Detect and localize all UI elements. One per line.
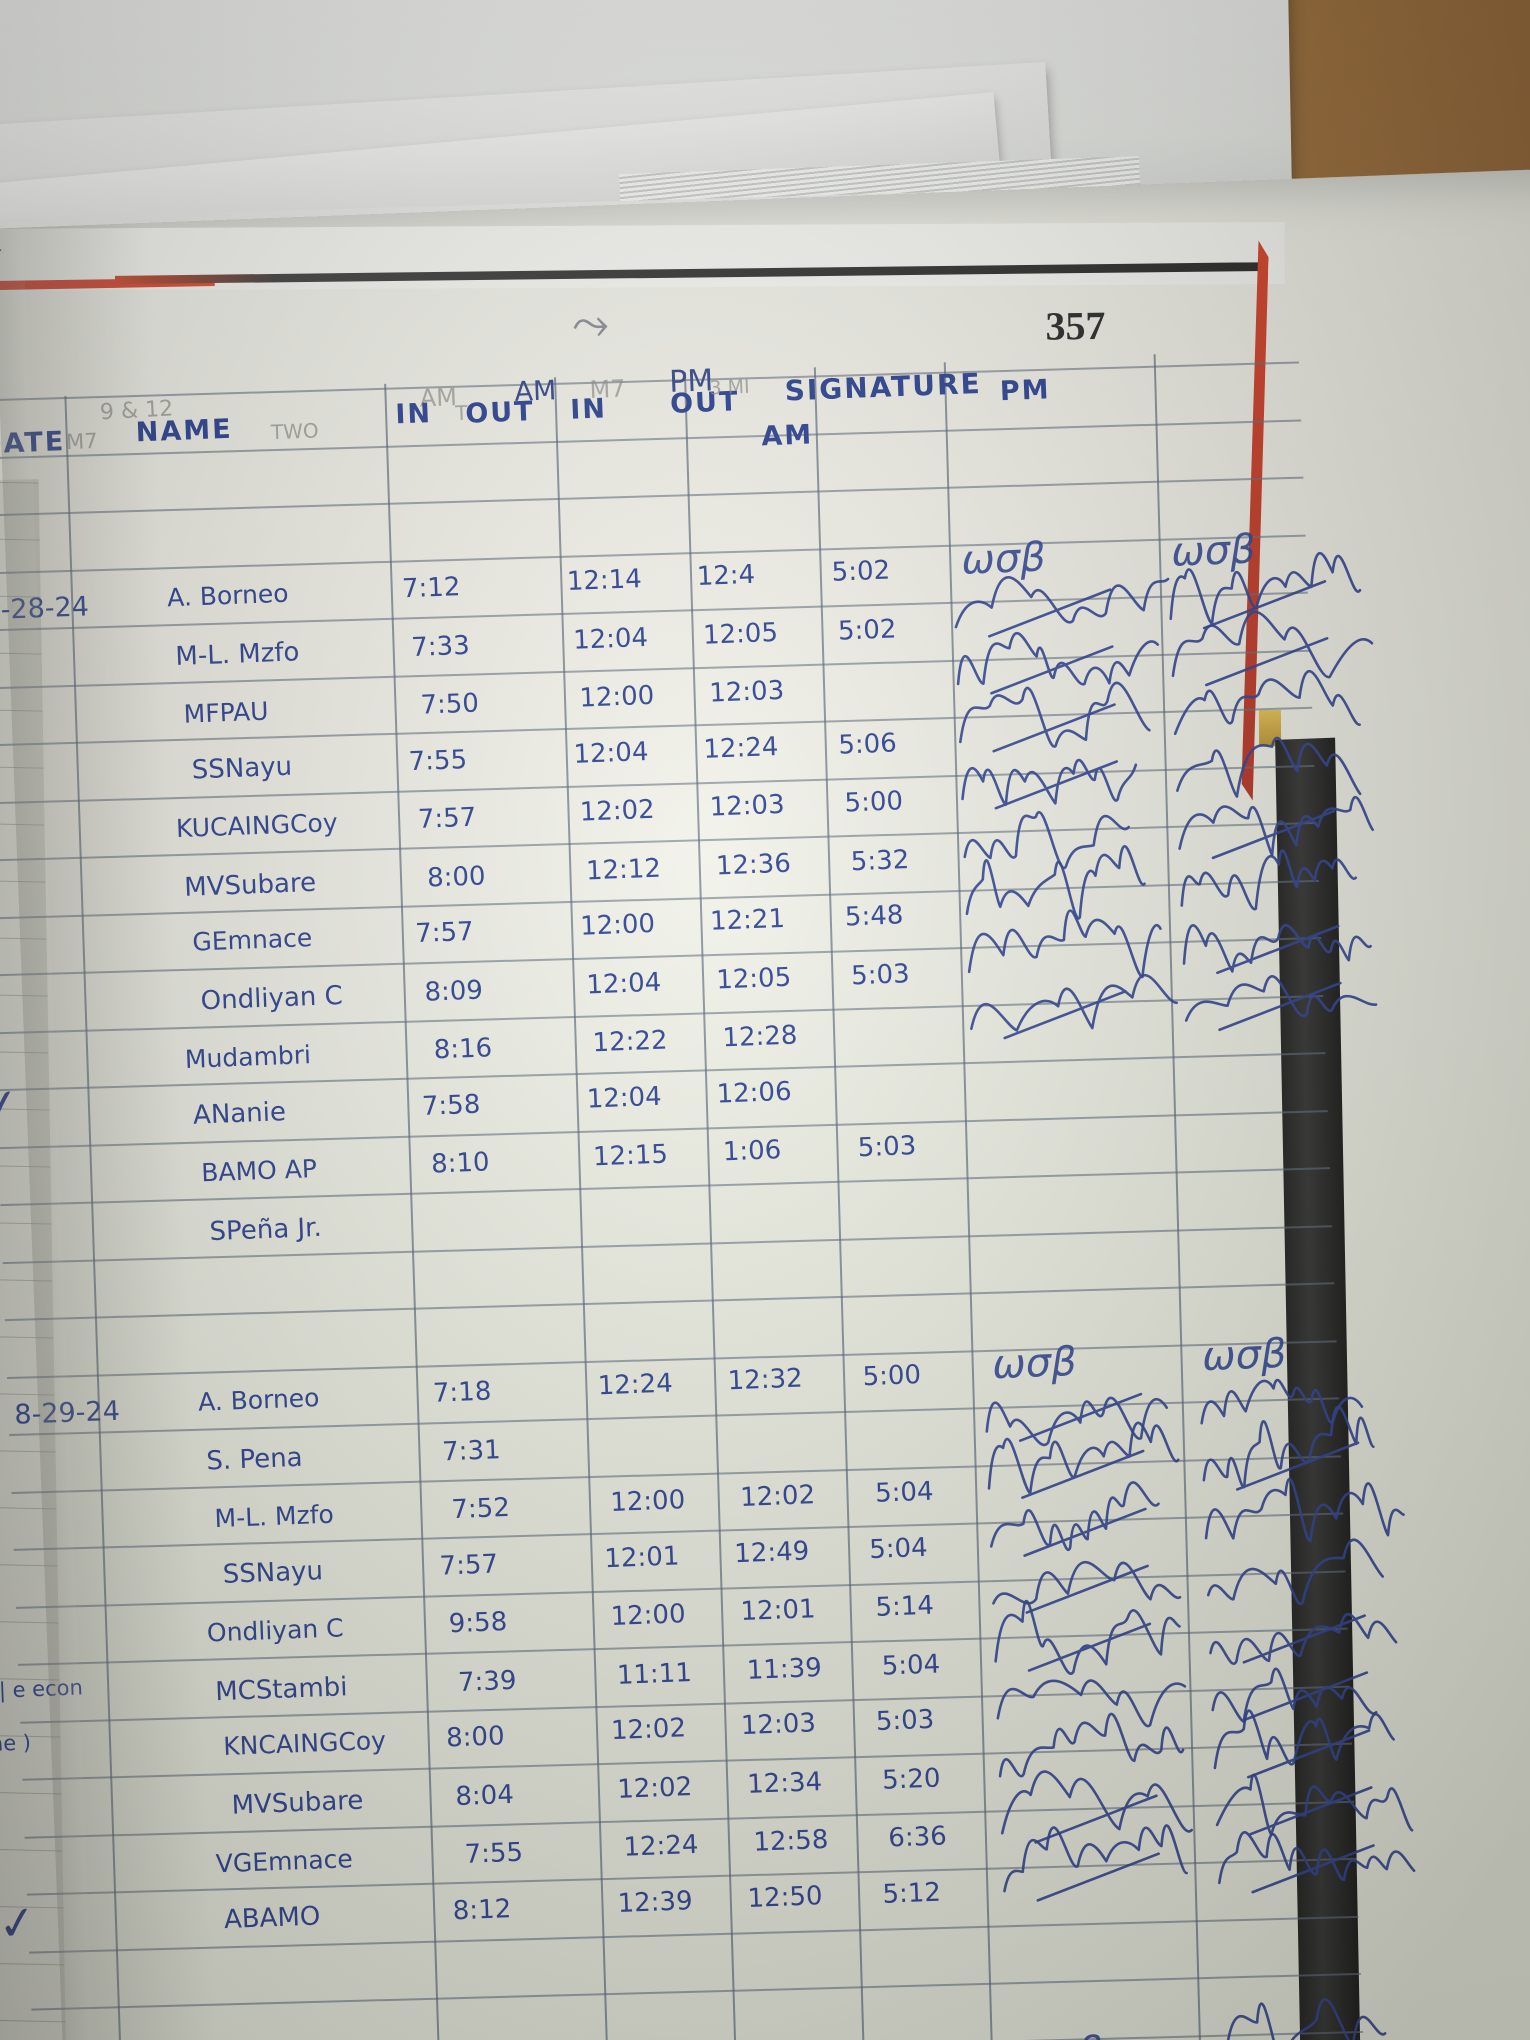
time-out-pm: 5:00 <box>862 1359 922 1393</box>
header-out-pencil: T <box>454 400 469 426</box>
time-out-am: 12:24 <box>622 1829 699 1863</box>
time-out-am: 12:14 <box>566 564 643 597</box>
time-out-am: 12:22 <box>592 1025 669 1059</box>
time-out-am: 12:15 <box>592 1139 669 1173</box>
time-out-am: 12:04 <box>572 622 649 656</box>
time-in-am: 8:09 <box>423 975 484 1008</box>
signature-am: ѡσβ <box>1018 2028 1104 2040</box>
time-in-am: 7:55 <box>464 1837 524 1870</box>
time-out-pm: 5:00 <box>844 786 904 819</box>
time-in-am: 7:52 <box>450 1492 511 1526</box>
time-in-pm: 12:50 <box>746 1880 824 1914</box>
header-sig-pencil: 3 MI <box>709 375 751 400</box>
time-out-pm: 5:04 <box>868 1532 929 1565</box>
time-in-pm: 12:49 <box>733 1535 810 1569</box>
time-out-am: 12:02 <box>616 1771 693 1805</box>
time-out-pm: 6:36 <box>887 1821 948 1854</box>
time-in-am: 7:58 <box>421 1089 481 1122</box>
time-in-pm: 12:06 <box>716 1076 793 1110</box>
time-in-pm: 12:28 <box>721 1020 798 1054</box>
time-out-pm: 5:32 <box>850 844 910 877</box>
time-out-pm: 5:14 <box>874 1590 935 1623</box>
time-in-pm: 12:34 <box>746 1766 823 1800</box>
page-number: 357 <box>1045 302 1106 349</box>
time-in-am: 8:12 <box>452 1893 512 1926</box>
time-in-pm: 12:05 <box>715 962 792 996</box>
time-out-pm: 5:20 <box>881 1763 942 1796</box>
time-out-pm: 5:03 <box>875 1704 935 1737</box>
ledger-book: VERSITY 357 9 & 12AMAMM7PM⤳DATENAMEINOUT… <box>0 166 1530 2040</box>
time-in-pm: 12:01 <box>739 1594 817 1628</box>
time-out-pm: 5:02 <box>837 613 897 647</box>
time-in-am: 9:58 <box>448 1607 508 1640</box>
time-in-am: 8:16 <box>433 1033 493 1066</box>
time-in-am: 7:57 <box>414 916 475 950</box>
time-in-pm: 1:06 <box>722 1135 782 1168</box>
time-out-am: 12:04 <box>572 736 649 770</box>
time-out-am: 12:04 <box>585 967 662 1001</box>
time-in-pm: 12:36 <box>715 848 792 881</box>
time-out-am: 12:02 <box>579 794 656 828</box>
time-in-am: 7:57 <box>417 802 477 835</box>
time-out-pm: 5:04 <box>881 1648 941 1682</box>
time-in-pm: 12:05 <box>702 617 779 651</box>
time-in-am: 7:33 <box>410 630 471 663</box>
time-in-pm: 11:39 <box>746 1652 823 1686</box>
signature-am: ѡσβ <box>960 534 1047 584</box>
time-in-am: 8:04 <box>454 1779 515 1812</box>
time-in-am: 7:39 <box>457 1665 517 1698</box>
time-in-pm: 12:4 <box>696 559 756 592</box>
time-in-pm: 12:32 <box>727 1363 804 1397</box>
time-in-pm: 12:03 <box>740 1708 817 1742</box>
time-out-am: 12:00 <box>579 908 656 942</box>
time-out-am: 12:00 <box>610 1599 687 1633</box>
time-out-am: 12:00 <box>578 680 655 714</box>
time-out-pm: 5:04 <box>874 1476 935 1509</box>
header-sig-am: AM <box>760 419 814 453</box>
time-out-am: 11:11 <box>616 1657 693 1691</box>
time-out-am: 12:12 <box>585 853 662 886</box>
top-pen-doodle: ⤳ <box>570 295 610 351</box>
header-am-in: IN <box>394 398 433 431</box>
time-in-am: 7:31 <box>441 1434 502 1467</box>
time-out-am: 12:02 <box>610 1713 687 1747</box>
header-name-pencil: TWO <box>270 418 320 445</box>
time-in-pm: 12:03 <box>708 675 785 709</box>
time-out-pm: 5:48 <box>844 900 904 933</box>
time-in-am: 7:18 <box>432 1376 492 1409</box>
time-in-pm: 12:24 <box>702 731 779 765</box>
time-out-am: 12:39 <box>617 1885 694 1919</box>
header-sig-pm: PM <box>999 374 1052 408</box>
time-out-am: 12:00 <box>609 1485 686 1518</box>
time-in-am: 7:50 <box>419 688 480 721</box>
time-in-pm: 12:58 <box>752 1824 829 1858</box>
time-in-am: 7:55 <box>408 744 468 777</box>
time-out-pm: 5:12 <box>881 1877 942 1910</box>
time-out-pm: 5:03 <box>850 958 911 991</box>
header-am-out: OUT <box>464 396 536 430</box>
time-out-pm: 5:06 <box>837 727 898 761</box>
time-in-am: 8:00 <box>426 860 487 894</box>
time-in-pm: 12:03 <box>709 789 786 823</box>
time-in-am: 7:57 <box>439 1548 499 1582</box>
time-in-pm: 12:02 <box>739 1480 816 1513</box>
signature-pm: ѡσβ <box>1201 1330 1288 1381</box>
time-out-am: 12:24 <box>597 1368 674 1402</box>
time-out-am: 12:01 <box>603 1540 680 1574</box>
signature-pm: ѡσβ <box>1170 526 1257 576</box>
time-out-pm: 5:03 <box>857 1130 917 1164</box>
time-out-pm: 5:02 <box>831 555 891 588</box>
time-in-am: 8:10 <box>430 1147 491 1180</box>
time-out-am: 12:04 <box>586 1081 663 1115</box>
time-in-pm: 12:21 <box>709 903 786 937</box>
signature-am: ѡσβ <box>991 1338 1078 1389</box>
time-in-am: 7:12 <box>401 572 461 605</box>
header-pm-in: IN <box>569 393 608 426</box>
time-in-am: 8:00 <box>445 1721 506 1754</box>
